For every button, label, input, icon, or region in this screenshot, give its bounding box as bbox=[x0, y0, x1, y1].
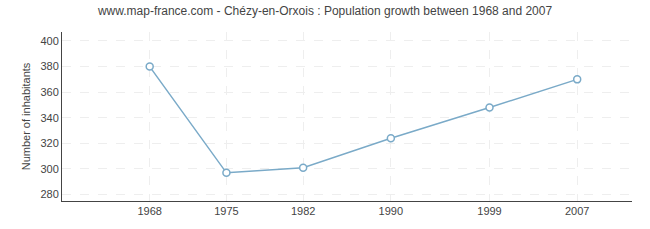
svg-text:Number of inhabitants: Number of inhabitants bbox=[20, 62, 32, 170]
svg-text:300: 300 bbox=[40, 163, 58, 175]
svg-text:380: 380 bbox=[40, 60, 58, 72]
svg-text:2007: 2007 bbox=[565, 205, 589, 217]
svg-text:280: 280 bbox=[40, 188, 58, 200]
svg-text:1975: 1975 bbox=[214, 205, 238, 217]
svg-text:360: 360 bbox=[40, 86, 58, 98]
svg-text:1990: 1990 bbox=[379, 205, 403, 217]
svg-text:1999: 1999 bbox=[477, 205, 501, 217]
svg-text:320: 320 bbox=[40, 137, 58, 149]
svg-text:1982: 1982 bbox=[291, 205, 315, 217]
svg-text:www.map-france.com - Chézy-en-: www.map-france.com - Chézy-en-Orxois : P… bbox=[97, 4, 553, 18]
svg-text:340: 340 bbox=[40, 112, 58, 124]
svg-text:400: 400 bbox=[40, 35, 58, 47]
svg-text:1968: 1968 bbox=[137, 205, 161, 217]
